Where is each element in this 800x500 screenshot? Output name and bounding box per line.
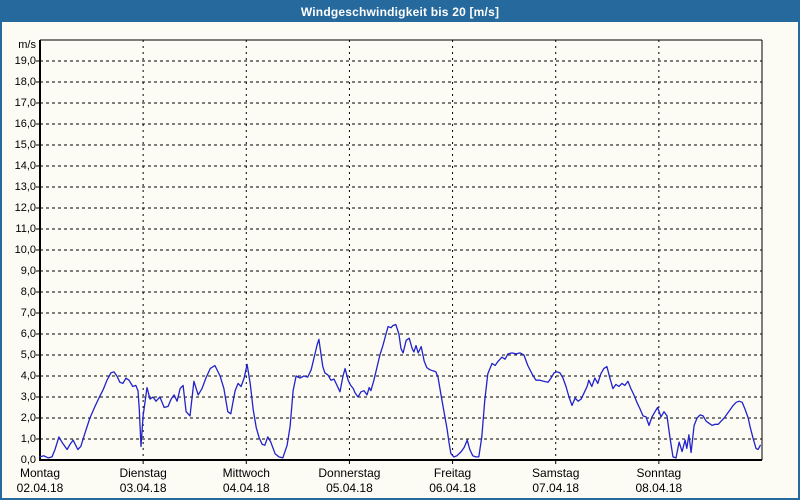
y-axis-tick-label: 3,0 (20, 391, 36, 403)
day-date: 07.04.18 (532, 481, 580, 495)
y-axis-tick-label: 12,0 (14, 202, 36, 214)
day-date: 02.04.18 (16, 481, 64, 495)
x-axis-day-label: Freitag 06.04.18 (398, 466, 508, 496)
chart-title-bar: Windgeschwindigkeit bis 20 [m/s] (2, 2, 798, 22)
x-axis-day-label: Mittwoch 04.04.18 (191, 466, 301, 496)
y-axis-tick-label: 7,0 (20, 307, 36, 319)
y-axis-tick-label: 17,0 (14, 97, 36, 109)
y-axis-tick-label: 6,0 (20, 328, 36, 340)
chart-plot-area: 1,0 2,0 3,0 4,0 5,0 6,0 7,0 8,0 9,0 10,0 11,0 12,0 1… (2, 22, 798, 498)
x-axis-day-label: Samstag 07.04.18 (501, 466, 611, 496)
day-name: Mittwoch (222, 466, 270, 480)
wind-speed-line (39, 323, 761, 459)
wind-speed-plot (36, 39, 763, 464)
day-name: Montag (19, 466, 61, 480)
y-axis-tick-label: 11,0 (15, 223, 36, 235)
y-axis-tick-label: 14,0 (14, 160, 36, 172)
day-name: Donnerstag (318, 466, 381, 480)
y-axis-tick-label: 15,0 (14, 139, 36, 151)
y-axis-tick-label: 18,0 (14, 76, 36, 88)
x-axis-day-label: Donnerstag 05.04.18 (294, 466, 404, 496)
y-axis-tick-label: 19,0 (14, 55, 36, 67)
day-name: Samstag (532, 466, 580, 480)
day-name: Sonntag (636, 466, 682, 480)
day-date: 03.04.18 (119, 481, 167, 495)
y-axis-tick-label: 4,0 (20, 370, 36, 382)
x-axis-day-label: Dienstag 03.04.18 (88, 466, 198, 496)
x-axis-day-label: Sonntag 08.04.18 (604, 466, 714, 496)
chart-title: Windgeschwindigkeit bis 20 [m/s] (300, 5, 500, 19)
y-axis-unit-label: m/s (18, 39, 36, 51)
day-date: 08.04.18 (635, 481, 683, 495)
y-axis-tick-label: 1,0 (20, 433, 36, 445)
y-axis-tick-label: 2,0 (20, 412, 36, 424)
y-axis-tick-label: 5,0 (20, 349, 36, 361)
y-axis-tick-label: 9,0 (20, 265, 36, 277)
day-date: 05.04.18 (326, 481, 373, 495)
day-name: Dienstag (119, 466, 167, 480)
y-axis-tick-label: 10,0 (14, 244, 36, 256)
day-date: 06.04.18 (429, 481, 476, 495)
y-axis-tick-label: 8,0 (20, 286, 36, 298)
y-axis-tick-label: 13,0 (14, 181, 36, 193)
x-axis-day-label: Montag 02.04.18 (2, 466, 95, 496)
day-name: Freitag (433, 466, 472, 480)
y-axis-tick-label: 0,0 (20, 454, 36, 466)
day-date: 04.04.18 (222, 481, 270, 495)
y-axis-tick-label: 16,0 (14, 118, 36, 130)
